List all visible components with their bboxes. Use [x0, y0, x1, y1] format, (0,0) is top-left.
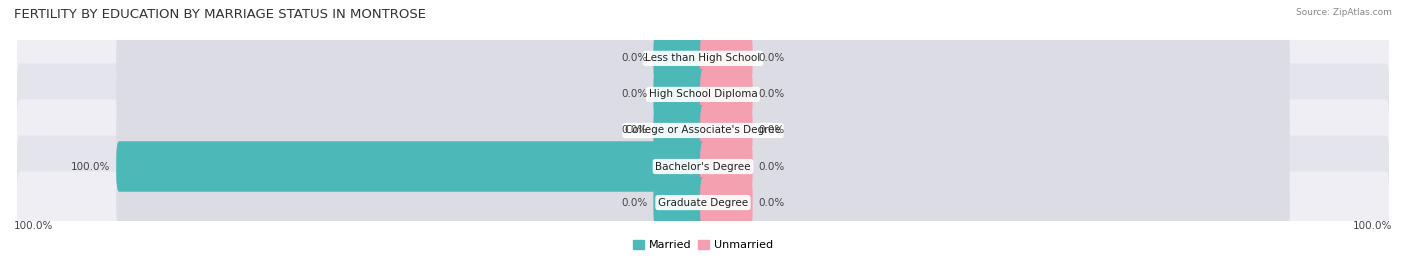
Text: 0.0%: 0.0% — [621, 89, 648, 100]
Text: 0.0%: 0.0% — [758, 161, 785, 172]
FancyBboxPatch shape — [700, 69, 752, 120]
FancyBboxPatch shape — [117, 69, 706, 120]
FancyBboxPatch shape — [654, 177, 706, 228]
Text: 100.0%: 100.0% — [14, 221, 53, 231]
FancyBboxPatch shape — [117, 105, 706, 156]
FancyBboxPatch shape — [17, 27, 1389, 89]
FancyBboxPatch shape — [654, 33, 706, 84]
Text: 0.0%: 0.0% — [621, 53, 648, 63]
FancyBboxPatch shape — [17, 63, 1389, 125]
Text: Source: ZipAtlas.com: Source: ZipAtlas.com — [1296, 8, 1392, 17]
Text: 0.0%: 0.0% — [758, 197, 785, 208]
FancyBboxPatch shape — [700, 105, 752, 156]
FancyBboxPatch shape — [700, 69, 1289, 120]
Text: FERTILITY BY EDUCATION BY MARRIAGE STATUS IN MONTROSE: FERTILITY BY EDUCATION BY MARRIAGE STATU… — [14, 8, 426, 21]
FancyBboxPatch shape — [17, 136, 1389, 197]
Text: 0.0%: 0.0% — [621, 125, 648, 136]
FancyBboxPatch shape — [700, 33, 752, 84]
Text: 0.0%: 0.0% — [758, 53, 785, 63]
Text: 0.0%: 0.0% — [758, 89, 785, 100]
Text: College or Associate's Degree: College or Associate's Degree — [626, 125, 780, 136]
FancyBboxPatch shape — [700, 33, 1289, 84]
Text: Less than High School: Less than High School — [645, 53, 761, 63]
FancyBboxPatch shape — [654, 69, 706, 120]
FancyBboxPatch shape — [117, 33, 706, 84]
FancyBboxPatch shape — [117, 141, 706, 192]
FancyBboxPatch shape — [700, 141, 752, 192]
Text: Graduate Degree: Graduate Degree — [658, 197, 748, 208]
Text: 0.0%: 0.0% — [621, 197, 648, 208]
FancyBboxPatch shape — [117, 177, 706, 228]
FancyBboxPatch shape — [654, 105, 706, 156]
FancyBboxPatch shape — [17, 100, 1389, 161]
Text: 0.0%: 0.0% — [758, 125, 785, 136]
FancyBboxPatch shape — [117, 141, 706, 192]
FancyBboxPatch shape — [700, 141, 1289, 192]
Text: 100.0%: 100.0% — [72, 161, 111, 172]
FancyBboxPatch shape — [700, 177, 752, 228]
FancyBboxPatch shape — [17, 172, 1389, 233]
Text: 100.0%: 100.0% — [1353, 221, 1392, 231]
Legend: Married, Unmarried: Married, Unmarried — [628, 235, 778, 255]
FancyBboxPatch shape — [700, 177, 1289, 228]
Text: High School Diploma: High School Diploma — [648, 89, 758, 100]
Text: Bachelor's Degree: Bachelor's Degree — [655, 161, 751, 172]
FancyBboxPatch shape — [700, 105, 1289, 156]
